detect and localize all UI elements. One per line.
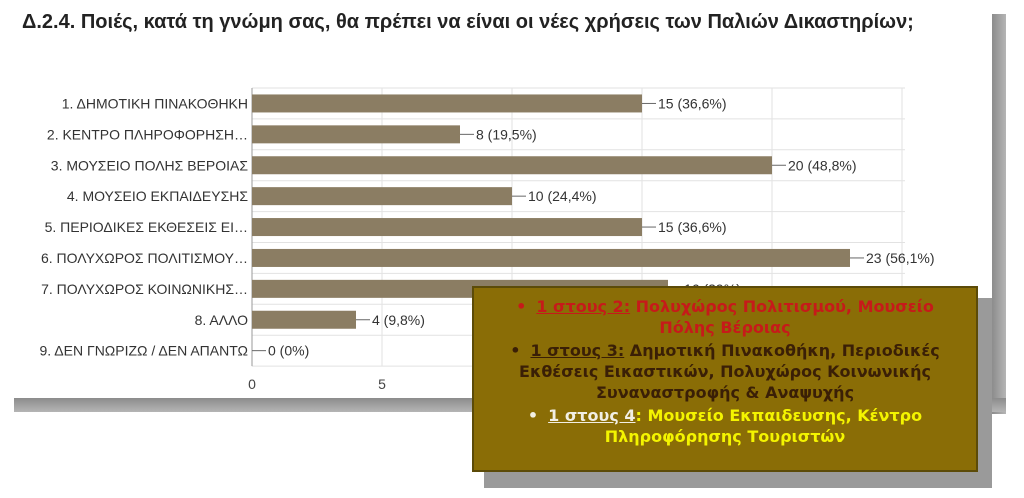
x-tick-label: 5 [378,376,386,392]
category-label: 8. ΑΛΛΟ [195,312,249,328]
slide-shadow-right [992,14,1006,414]
category-label: 7. ΠΟΛΥΧΩΡΟΣ ΚΟΙΝΩΝΙΚΗΣ… [41,281,248,297]
slide-title: Δ.2.4. Ποιές, κατά τη γνώμη σας, θα πρέπ… [22,11,914,33]
data-label: 10 (24,4%) [528,188,596,204]
category-label: 4. ΜΟΥΣΕΙΟ ΕΚΠΑΙΔΕΥΣΗΣ [67,188,248,204]
x-tick-label: 0 [248,376,256,392]
bar [252,94,642,113]
callout-line-2-prefix: 1 στους 3: [530,341,625,360]
callout-line-1-text: Πολυχώρος Πολιτισμού, Μουσείο Πόλης Βέρο… [630,297,934,337]
bar [252,156,772,175]
bullet-icon: • [510,341,521,360]
callout-line-3-text: Μουσείο Εκπαιδευσης, Κέντρο Πληροφόρησης… [604,406,923,446]
data-label: 15 (36,6%) [658,95,726,111]
callout-line-1: • 1 στους 2: Πολυχώρος Πολιτισμού, Μουσεί… [486,296,964,338]
bar [252,248,850,267]
bar [252,125,460,144]
data-label: 0 (0%) [268,343,309,359]
callout-line-3: • 1 στους 4: Μουσείο Εκπαιδευσης, Κέντρο … [486,405,964,447]
callout-line-2: • 1 στους 3: Δημοτική Πινακοθήκη, Περιοδι… [486,340,964,403]
data-label: 4 (9,8%) [372,312,425,328]
category-label: 6. ΠΟΛΥΧΩΡΟΣ ΠΟΛΙΤΙΣΜΟΥ… [41,250,248,266]
callout-line-2-text: Δημοτική Πινακοθήκη, Περιοδικές Εκθέσεις… [519,341,940,402]
category-label: 9. ΔΕΝ ΓΝΩΡΙΖΩ / ΔΕΝ ΑΠΑΝΤΩ [40,343,249,359]
bullet-icon: • [516,297,527,316]
callout-line-3-colon: : [635,406,642,425]
data-label: 20 (48,8%) [788,157,856,173]
data-label: 15 (36,6%) [658,219,726,235]
data-label: 23 (56,1%) [866,250,934,266]
bar [252,218,642,237]
callout-line-1-prefix: 1 στους 2: [536,297,631,316]
bullet-icon: • [527,406,539,425]
category-label: 2. ΚΕΝΤΡΟ ΠΛΗΡΟΦΟΡΗΣΗ… [47,126,248,142]
data-label: 8 (19,5%) [476,126,537,142]
callout-line-3-prefix: 1 στους 4 [548,406,636,425]
bar [252,187,512,206]
category-label: 5. ΠΕΡΙΟΔΙΚΕΣ ΕΚΘΕΣΕΙΣ ΕΙ… [45,219,248,235]
bar [252,310,356,329]
category-label: 3. ΜΟΥΣΕΙΟ ΠΟΛΗΣ ΒΕΡΟΙΑΣ [51,157,249,173]
category-label: 1. ΔΗΜΟΤΙΚΗ ΠΙΝΑΚΟΘΗΚΗ [62,95,248,111]
summary-callout: • 1 στους 2: Πολυχώρος Πολιτισμού, Μουσεί… [472,286,978,472]
